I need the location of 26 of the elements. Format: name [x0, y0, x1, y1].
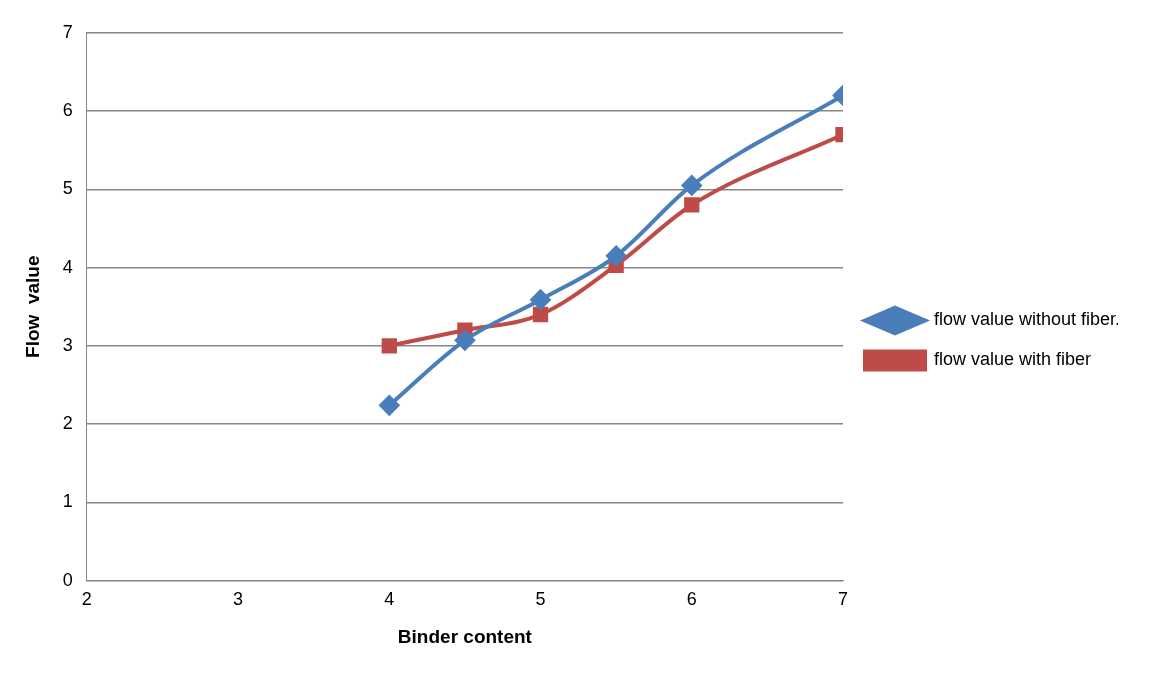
x-axis-title: Binder content — [397, 625, 533, 647]
x-tick-label: 7 — [837, 589, 849, 610]
point — [684, 197, 700, 213]
x-tick-label: 3 — [233, 589, 244, 610]
y-tick-label: 3 — [62, 334, 73, 355]
point — [681, 175, 702, 196]
y-tick-label: 1 — [62, 491, 73, 512]
y-tick-label: 0 — [62, 569, 73, 590]
y-tick-label: 5 — [62, 178, 73, 199]
y-axis-title: Flow value — [21, 255, 43, 358]
x-tick-label: 5 — [535, 589, 546, 610]
point — [454, 330, 475, 351]
legend-label: flow value with fiber — [934, 349, 1092, 370]
y-tick-label: 4 — [62, 256, 73, 277]
point — [530, 289, 551, 310]
x-tick-label: 4 — [384, 589, 395, 610]
point — [379, 395, 400, 416]
y-tick-label: 2 — [62, 413, 73, 434]
x-tick-label: 6 — [686, 589, 697, 610]
point — [532, 306, 549, 323]
legend-label: flow value without fiber. — [934, 309, 1121, 330]
x-tick-label: 2 — [81, 589, 92, 610]
point — [606, 245, 627, 266]
y-tick-label: 7 — [62, 21, 73, 42]
y-tick-label: 6 — [62, 100, 73, 121]
point — [381, 338, 397, 354]
